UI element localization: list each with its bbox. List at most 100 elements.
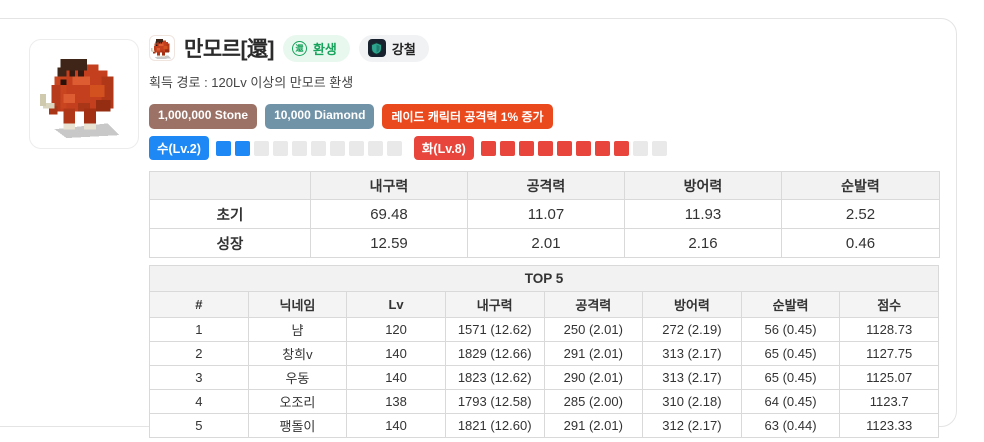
top5-cell: 1829 (12.66): [444, 341, 545, 366]
cost-badges-row: 1,000,000 Stone 10,000 Diamond 레이드 캐릭터 공격력…: [149, 104, 939, 129]
gauge-cell-filled: [594, 140, 610, 156]
gauge-cell-filled: [215, 140, 231, 156]
acquisition-path: 획득 경로 : 120Lv 이상의 만모르 환생: [149, 75, 354, 90]
stats-column-header: 공격력: [467, 171, 625, 200]
gauge-cell-empty: [310, 140, 326, 156]
top5-cell: 1127.75: [839, 341, 939, 366]
gauge-cell-empty: [632, 140, 648, 156]
top5-cell: 250 (2.01): [543, 317, 644, 342]
top5-column-header: 공격력: [543, 291, 644, 318]
gauge-cell-filled: [613, 140, 629, 156]
top5-cell: 63 (0.44): [740, 413, 841, 438]
top5-column-header: Lv: [346, 291, 446, 318]
top5-cell: 313 (2.17): [642, 365, 742, 390]
stats-value: 11.07: [467, 199, 625, 229]
gauge-cell-empty: [651, 140, 667, 156]
rebirth-badge-label: 환생: [312, 41, 337, 57]
top5-cell: 오조리: [247, 389, 348, 414]
gauge-cell-empty: [253, 140, 269, 156]
top5-cell: 1123.33: [839, 413, 939, 438]
cost-badge: 1,000,000 Stone: [149, 104, 258, 129]
gauge-cell-empty: [348, 140, 364, 156]
gauge-cell-empty: [386, 140, 402, 156]
top5-cell: 2: [149, 341, 249, 366]
top5-cell: 3: [149, 365, 249, 390]
element-gauge-label: 화(Lv.8): [413, 136, 474, 160]
top5-row: 5 팽돌이 140 1821 (12.60) 291 (2.01) 312 (2.17) 6…: [149, 413, 939, 438]
top5-cell: 1125.07: [839, 365, 939, 390]
top5-column-header: #: [149, 291, 249, 318]
page-title: 만모르[還]: [184, 38, 274, 61]
stats-column-header: [149, 171, 311, 200]
top5-cell: 1821 (12.60): [444, 413, 545, 438]
top5-cell: 창희v: [247, 341, 348, 366]
stats-value: 2.16: [624, 228, 782, 258]
top5-row: 3 우동 140 1823 (12.62) 290 (2.01) 313 (2.17) 65…: [149, 365, 939, 390]
top5-cell: 56 (0.45): [740, 317, 841, 342]
gauge-cell-filled: [234, 140, 250, 156]
gauge-cell-filled: [575, 140, 591, 156]
top5-cell: 팽돌이: [247, 413, 348, 438]
stats-value: 11.93: [624, 199, 782, 229]
stats-row-label: 초기: [149, 199, 311, 229]
top5-cell: 140: [346, 413, 446, 438]
stats-value: 2.52: [781, 199, 940, 229]
header: 만모르[還] 還 환생 강철: [149, 33, 939, 63]
gauge-cell-filled: [480, 140, 496, 156]
top5-cell: 65 (0.45): [740, 341, 841, 366]
character-portrait: [29, 39, 139, 149]
top5-cell: 1: [149, 317, 249, 342]
top5-cell: 1793 (12.58): [444, 389, 545, 414]
stats-column-header: 순발력: [781, 171, 940, 200]
top5-cell: 냠: [247, 317, 348, 342]
stats-value: 69.48: [310, 199, 468, 229]
top5-table: TOP 5 # 닉네임 Lv 내구력 공격력 방어력 순발력 점수 1 냠 120 1571 (12.…: [149, 265, 939, 438]
stats-value: 0.46: [781, 228, 940, 258]
top5-column-header: 내구력: [444, 291, 545, 318]
stats-value: 2.01: [467, 228, 625, 258]
shield-icon: [367, 39, 386, 57]
top5-cell: 290 (2.01): [543, 365, 644, 390]
top5-cell: 310 (2.18): [642, 389, 742, 414]
top5-cell: 우동: [247, 365, 348, 390]
top5-cell: 138: [346, 389, 446, 414]
gauge-cell-empty: [329, 140, 345, 156]
top5-cell: 4: [149, 389, 249, 414]
top5-cell: 1128.73: [839, 317, 939, 342]
top5-cell: 1823 (12.62): [444, 365, 545, 390]
steel-badge-label: 강철: [391, 41, 416, 57]
top5-column-header: 방어력: [642, 291, 742, 318]
content-area: 만모르[還] 還 환생 강철 획득 경로 : 120Lv 이상의 만모르 환생 …: [149, 33, 940, 438]
mammoth-image: [37, 47, 131, 141]
rebirth-icon: 還: [291, 40, 307, 56]
stats-row-label: 성장: [149, 228, 311, 258]
mammoth-mini-image: [150, 36, 174, 60]
stats-value: 12.59: [310, 228, 468, 258]
top5-cell: 140: [346, 365, 446, 390]
element-gauges-row: 수(Lv.2) 화(Lv.8): [149, 136, 939, 160]
steel-badge[interactable]: 강철: [358, 34, 429, 62]
gauge-cell-filled: [499, 140, 515, 156]
top5-cell: 1123.7: [839, 389, 939, 414]
stats-column-header: 방어력: [624, 171, 782, 200]
top5-cell: 120: [346, 317, 446, 342]
top5-cell: 272 (2.19): [642, 317, 742, 342]
gauge-cell-empty: [272, 140, 288, 156]
gauge-cell-filled: [537, 140, 553, 156]
top5-row: 1 냠 120 1571 (12.62) 250 (2.01) 272 (2.19) 56 …: [149, 317, 939, 342]
rebirth-badge[interactable]: 還 환생: [282, 34, 350, 62]
top5-cell: 65 (0.45): [740, 365, 841, 390]
element-gauge: 화(Lv.8): [413, 136, 667, 160]
gauge-cell-empty: [367, 140, 383, 156]
top5-cell: 291 (2.01): [543, 413, 644, 438]
stats-row: 초기 69.48 11.07 11.93 2.52: [149, 199, 940, 229]
top5-column-header: 점수: [839, 291, 939, 318]
top5-title: TOP 5: [149, 265, 939, 292]
stats-column-header: 내구력: [310, 171, 468, 200]
top5-column-header: 닉네임: [247, 291, 348, 318]
top5-cell: 1571 (12.62): [444, 317, 545, 342]
top5-row: 2 창희v 140 1829 (12.66) 291 (2.01) 313 (2.17) 6…: [149, 341, 939, 366]
gauge-cell-empty: [291, 140, 307, 156]
top5-cell: 5: [149, 413, 249, 438]
